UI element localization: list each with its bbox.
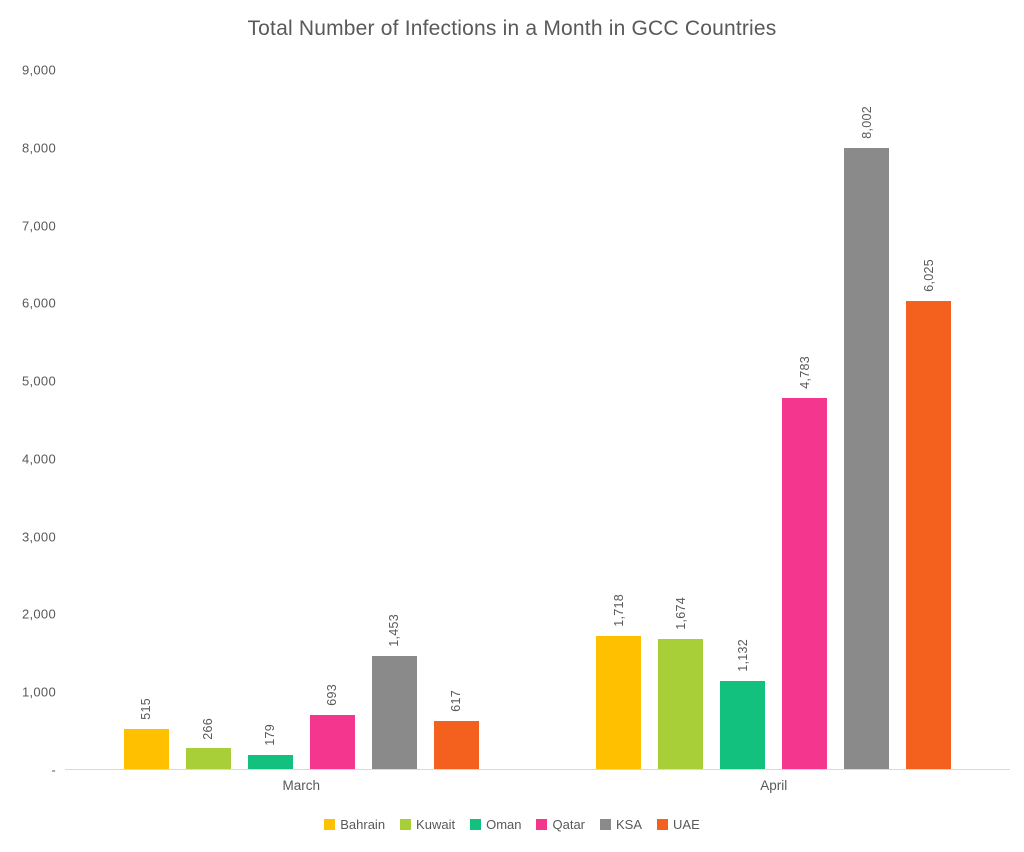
bar-oman-march	[247, 755, 293, 769]
bar-oman-april	[720, 681, 766, 769]
legend-label: KSA	[616, 817, 643, 832]
bar-cell: 179	[247, 70, 293, 769]
bar-kuwait-april	[658, 639, 704, 769]
y-tick-label: 6,000	[21, 295, 56, 311]
legend-label: Kuwait	[416, 817, 456, 832]
y-tick-label: 3,000	[21, 529, 56, 545]
bar-value-label: 1,718	[611, 593, 626, 627]
legend-item-ksa: KSA	[600, 817, 642, 832]
y-axis: - 1,000 2,000 3,000 4,000 5,000 6,000 7,000 8,00…	[0, 63, 56, 778]
bar-value-label: 4,783	[797, 355, 812, 389]
bar-cell: 1,453	[371, 70, 417, 769]
legend-label: Oman	[486, 817, 522, 832]
legend-item-kuwait: Kuwait	[400, 817, 455, 832]
y-tick-label: 7,000	[21, 218, 56, 234]
bar-bahrain-march	[123, 729, 169, 769]
bar-cell: 693	[309, 70, 355, 769]
bar-cell: 6,025	[906, 70, 952, 769]
legend-swatch	[470, 819, 482, 830]
y-tick-label: 5,000	[21, 373, 56, 389]
chart-title: Total Number of Infections in a Month in…	[247, 17, 777, 40]
bar-value-label: 6,025	[921, 259, 936, 293]
bar-cell: 1,718	[596, 70, 642, 769]
legend-label: UAE	[673, 817, 700, 832]
bar-bahrain-april	[596, 635, 642, 769]
bar-uae-april	[906, 301, 952, 769]
legend-swatch	[400, 819, 412, 830]
bar-value-label: 617	[449, 690, 464, 713]
legend: Bahrain Kuwait Oman Qatar KSA UAE	[0, 817, 1024, 832]
y-tick-label: -	[51, 762, 56, 778]
bar-value-label: 1,674	[673, 597, 688, 630]
bar-value-label: 1,453	[387, 614, 402, 648]
legend-swatch	[600, 819, 611, 830]
y-tick-label: 2,000	[21, 606, 56, 622]
bar-cell: 617	[433, 70, 479, 769]
x-axis-labels: March April	[65, 778, 1010, 793]
y-tick-label: 1,000	[21, 684, 56, 700]
legend-item-uae: UAE	[657, 817, 700, 832]
plot-area: 515 266 179 693 1,453 617 1,718 1,674 1,132 4,783…	[65, 70, 1010, 770]
x-axis-label-march: March	[282, 778, 320, 793]
bar-kuwait-march	[185, 748, 231, 769]
bar-cell: 8,002	[844, 70, 890, 769]
bar-cell: 1,132	[720, 70, 766, 769]
y-tick-label: 8,000	[21, 140, 56, 156]
bar-value-label: 1,132	[735, 639, 750, 673]
bar-ksa-april	[844, 147, 890, 769]
bar-cell: 266	[185, 70, 231, 769]
bar-value-label: 266	[201, 717, 216, 740]
legend-label: Bahrain	[340, 817, 386, 832]
bar-qatar-march	[309, 715, 355, 769]
bar-cell: 1,674	[658, 70, 704, 769]
legend-item-bahrain: Bahrain	[324, 817, 385, 832]
legend-item-qatar: Qatar	[536, 817, 585, 832]
y-tick-label: 4,000	[21, 451, 56, 467]
legend-swatch	[324, 819, 336, 830]
bar-ksa-march	[371, 656, 417, 769]
bar-value-label: 515	[139, 698, 154, 721]
bar-value-label: 8,002	[859, 105, 874, 139]
y-tick-label: 9,000	[21, 62, 56, 78]
bar-uae-march	[433, 721, 479, 769]
legend-swatch	[657, 819, 669, 830]
bar-value-label: 693	[325, 684, 340, 707]
bar-qatar-april	[782, 397, 828, 769]
legend-label: Qatar	[552, 817, 585, 832]
legend-item-oman: Oman	[470, 817, 521, 832]
bar-group-march: 515 266 179 693 1,453 617	[65, 70, 538, 769]
x-axis-label-april: April	[760, 778, 788, 793]
bar-value-label: 179	[263, 724, 278, 747]
bar-cell: 515	[123, 70, 169, 769]
legend-swatch	[536, 819, 548, 830]
bar-group-april: 1,718 1,674 1,132 4,783 8,002 6,025	[538, 70, 1011, 769]
bar-cell: 4,783	[782, 70, 828, 769]
